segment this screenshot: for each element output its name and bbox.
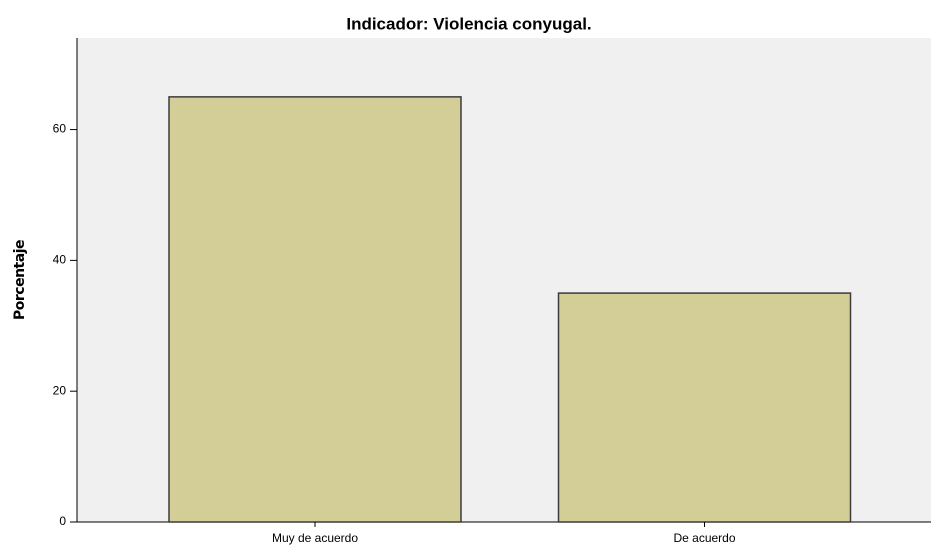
x-tick-label: De acuerdo xyxy=(673,531,735,545)
y-axis-label: Porcentaje xyxy=(12,240,28,320)
y-tick-label: 60 xyxy=(53,122,67,136)
y-tick-label: 0 xyxy=(59,514,66,528)
bar xyxy=(168,96,462,523)
x-tick-label: Muy de acuerdo xyxy=(272,531,358,545)
y-tick-label: 40 xyxy=(53,253,67,267)
bar xyxy=(557,292,852,523)
chart-title: Indicador: Violencia conyugal. xyxy=(346,14,591,33)
y-tick-label: 20 xyxy=(53,383,67,397)
